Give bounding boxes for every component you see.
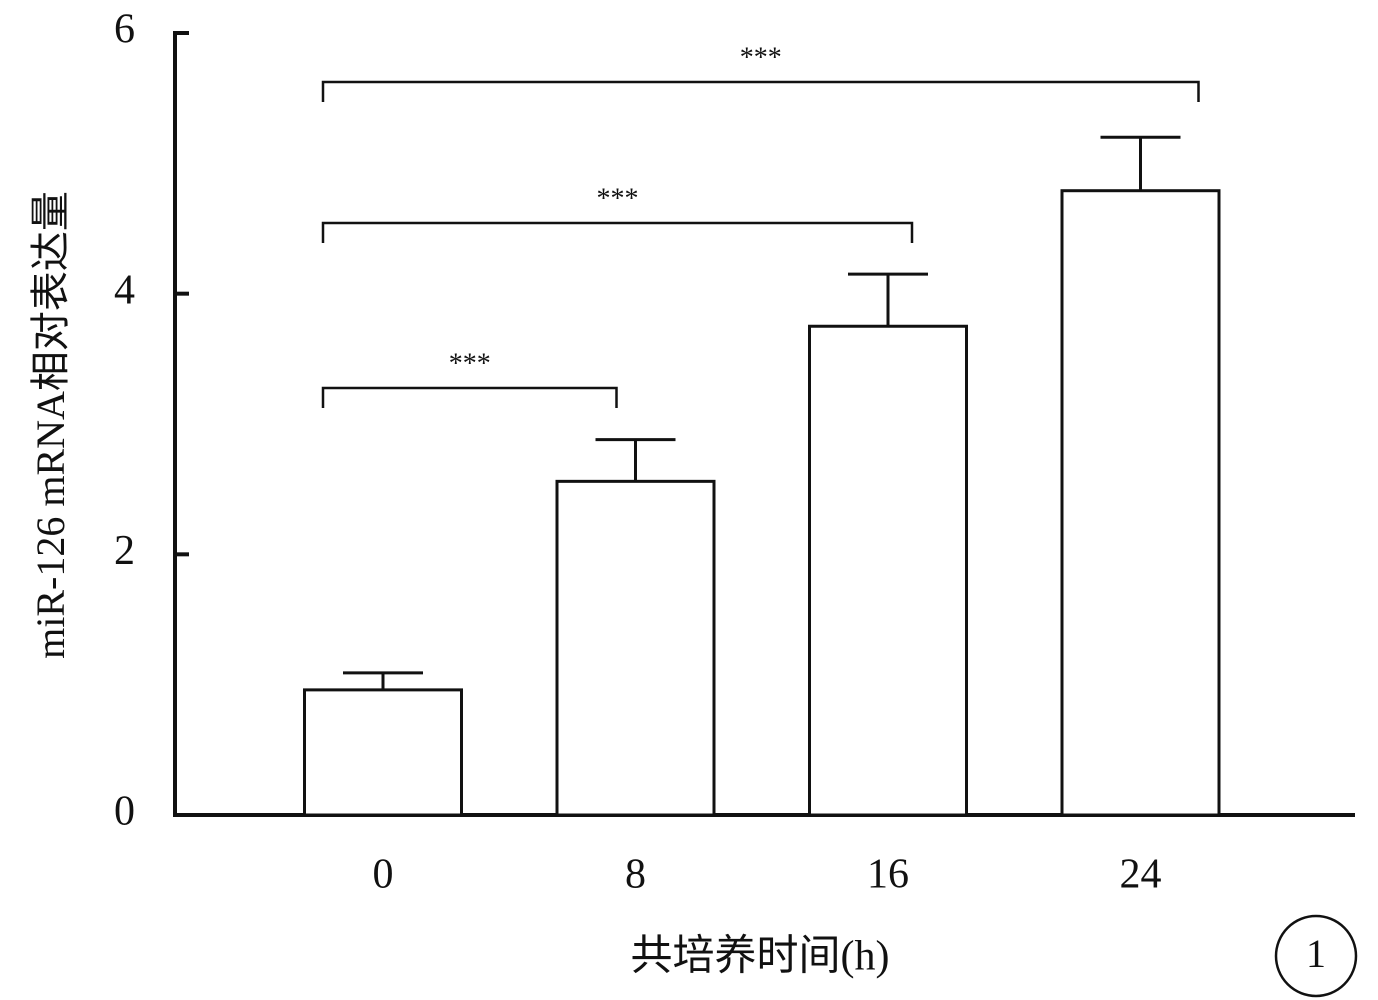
significance-label: *** [597,183,639,214]
significance-bracket [321,221,914,243]
y-tick-label: 2 [114,528,135,574]
x-tick-label: 0 [373,852,394,898]
y-tick-label: 6 [114,7,135,53]
significance-bracket [321,80,1200,102]
y-tick-label: 4 [114,267,135,313]
x-tick-label: 16 [867,852,909,898]
bar [1060,189,1221,817]
x-tick-label: 8 [625,852,646,898]
x-tick-label: 24 [1120,852,1162,898]
significance-bracket [321,386,618,408]
bar [555,479,716,817]
significance-label: *** [740,42,782,73]
bar [303,688,463,817]
panel-circle [1274,914,1358,998]
panel-label: 1 [1306,931,1326,976]
y-axis-title: miR-126 mRNA相对表达量 [28,191,73,659]
x-axis-title: 共培养时间(h) [631,933,890,980]
y-tick-label: 0 [114,789,135,835]
bar [808,324,968,817]
significance-label: *** [449,348,491,379]
